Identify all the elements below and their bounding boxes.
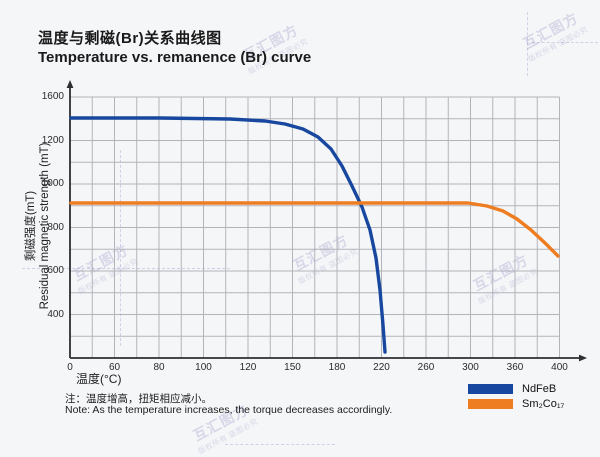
x-tick-label: 80	[153, 362, 165, 373]
watermark-dash	[532, 42, 598, 43]
x-tick-label: 0	[67, 362, 73, 373]
curves	[69, 116, 560, 354]
x-tick-label: 220	[373, 362, 390, 373]
curve-ndfeb	[69, 116, 387, 354]
y-axis-arrow-icon	[66, 80, 74, 88]
legend-row: Sm₂Co₁₇	[468, 397, 564, 411]
watermark-dash	[527, 12, 528, 76]
y-axis-title-en: Residual magnetic strength (mT)	[39, 142, 51, 310]
curve-sm2co17	[69, 201, 560, 258]
x-tick-label: 60	[108, 362, 121, 373]
y-tick-label: 1200	[41, 134, 64, 146]
x-axis-arrow-icon	[579, 354, 587, 362]
x-tick-label: 260	[417, 362, 435, 373]
x-tick-label: 300	[462, 362, 479, 373]
x-tick-label: 360	[506, 362, 524, 373]
x-axis-title: 温度(°C)	[76, 372, 122, 386]
note-en: Note: As the temperature increases, the …	[65, 404, 393, 416]
legend-swatch	[468, 399, 513, 409]
legend-label: Sm₂Co₁₇	[522, 398, 565, 410]
x-tick-label: 120	[239, 362, 257, 373]
y-tick-label: 800	[47, 221, 64, 233]
y-tick-label: 1000	[41, 178, 64, 189]
x-tick-label: 150	[284, 362, 301, 373]
y-tick-label: 1600	[41, 91, 64, 102]
y-tick-label: 600	[47, 265, 64, 276]
legend-swatch	[468, 384, 513, 394]
gridlines	[70, 96, 560, 358]
watermark-dash	[120, 150, 121, 346]
legend-label: NdFeB	[522, 383, 557, 395]
x-tick-label: 100	[195, 362, 212, 373]
axes	[66, 80, 587, 362]
x-tick-label: 400	[551, 362, 568, 373]
watermark-dash	[22, 268, 230, 269]
chart-title-zh: 温度与剩磁(Br)关系曲线图	[38, 30, 222, 47]
y-tick-label: 400	[47, 308, 64, 320]
watermark-dash	[225, 444, 335, 445]
y-axis-title-zh: 剩磁强度(mT)	[25, 190, 37, 262]
legend-row: NdFeB	[468, 382, 564, 396]
legend: NdFeB Sm₂Co₁₇	[468, 382, 564, 412]
x-tick-label: 180	[328, 362, 346, 373]
chart-title-en: Temperature vs. remanence (Br) curve	[38, 49, 312, 66]
note-zh: 注：温度增高，扭矩相应减小。	[65, 393, 212, 405]
y-axis-title: 剩磁强度(mT) Residual magnetic strength (mT)	[24, 86, 54, 366]
